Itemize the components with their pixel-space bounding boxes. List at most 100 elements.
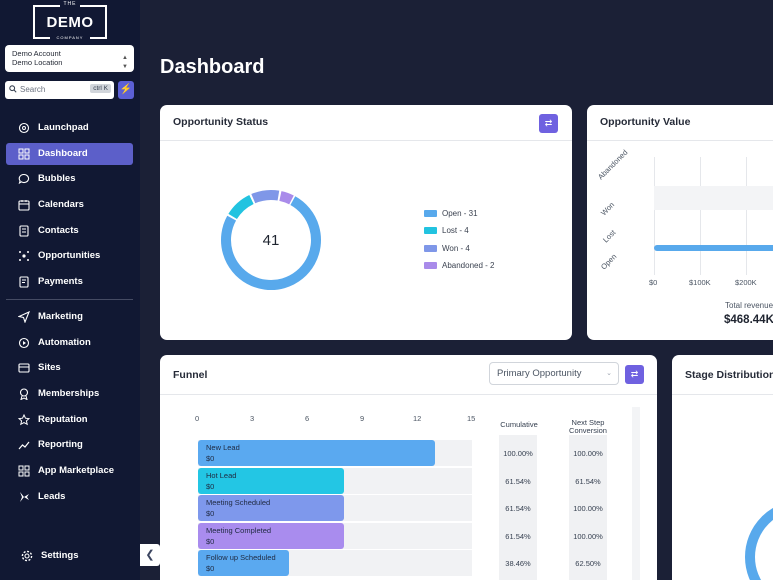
calendar-icon — [18, 200, 30, 211]
funnel-bar[interactable]: Follow up Scheduled $0 — [198, 550, 290, 576]
account-name: Demo Account — [12, 49, 61, 58]
funnel-bar[interactable]: Meeting Completed $0 — [198, 522, 345, 549]
pipeline-select[interactable]: Primary Opportunity ⌄ — [489, 362, 619, 385]
legend-swatch — [424, 245, 437, 253]
search-shortcut: ctrl K — [90, 84, 111, 93]
nav-opportunities[interactable]: Opportunities — [6, 245, 133, 267]
nav-reputation[interactable]: Reputation — [6, 409, 133, 431]
search-placeholder: Search — [20, 85, 46, 94]
x-tick-label: 15 — [467, 414, 476, 423]
donut-segment-0 — [221, 190, 321, 290]
updown-chevron-icon: ▲ ▼ — [122, 55, 128, 70]
nav-calendars[interactable]: Calendars — [6, 194, 133, 216]
payments-icon — [19, 276, 29, 288]
x-tick-label: 12 — [413, 414, 422, 423]
opportunity-value-card: Opportunity Value Abandoned Won Lost Ope… — [587, 105, 773, 340]
nav-memberships[interactable]: Memberships — [6, 383, 133, 405]
gear-icon — [21, 550, 33, 562]
card-title: Opportunity Value — [587, 105, 773, 141]
nav-app-marketplace[interactable]: App Marketplace — [6, 460, 133, 482]
funnel-bar[interactable]: Hot Lead $0 — [198, 467, 345, 494]
nav-label: Reporting — [38, 439, 83, 450]
stage-name: Follow up Scheduled — [206, 553, 276, 562]
card-title: Opportunity Status — [160, 105, 572, 141]
nav-sites[interactable]: Sites — [6, 357, 133, 379]
cumulative-cell: 38.46% — [505, 559, 531, 568]
distribution-ring — [745, 507, 773, 580]
stage-value: $0 — [206, 509, 215, 518]
nav-leads[interactable]: Leads — [6, 486, 133, 508]
funnel-scrollbar[interactable] — [632, 407, 640, 580]
account-switcher[interactable]: Demo Account Demo Location ▲ ▼ — [5, 45, 134, 72]
reporting-icon — [18, 441, 30, 450]
legend-item-abandoned: Abandoned - 2 — [424, 261, 495, 270]
quick-action-button[interactable]: ⚡ — [118, 81, 134, 99]
next-step-cell: 62.50% — [575, 559, 601, 568]
logo-top-text: THE — [60, 1, 80, 7]
gridline — [746, 157, 747, 275]
x-tick-label: 0 — [195, 414, 200, 423]
y-tick-label: Open — [599, 252, 619, 272]
nav-bubbles[interactable]: Bubbles — [6, 168, 133, 190]
total-revenue-label: Total revenue — [725, 301, 773, 310]
search-input[interactable]: Search ctrl K — [5, 81, 114, 99]
chevron-down-icon: ⌄ — [606, 370, 612, 377]
nav-reporting[interactable]: Reporting — [6, 434, 133, 456]
legend-label: Won - 4 — [442, 244, 470, 253]
funnel-bar[interactable]: Meeting Scheduled $0 — [198, 495, 345, 521]
stage-distribution-donut — [745, 507, 773, 580]
donut-total: 41 — [263, 232, 280, 249]
y-tick-label: Abandoned — [596, 147, 630, 182]
nav-settings[interactable]: Settings — [6, 545, 133, 567]
legend-item-lost: Lost - 4 — [424, 226, 469, 235]
chevron-left-icon: ❮ — [145, 549, 155, 561]
nav-contacts[interactable]: Contacts — [6, 220, 133, 242]
next-step-column — [569, 435, 607, 580]
contacts-icon — [19, 225, 29, 237]
funnel-bar[interactable]: New Lead $0 — [198, 440, 436, 466]
nav-payments[interactable]: Payments — [6, 271, 133, 293]
card-title: Funnel — [160, 355, 657, 395]
stage-value: $0 — [206, 481, 215, 491]
legend-label: Abandoned - 2 — [442, 261, 495, 270]
next-step-cell: 61.54% — [575, 476, 601, 486]
opportunities-icon — [19, 251, 29, 261]
search-icon — [9, 85, 17, 93]
page-title: Dashboard — [160, 56, 265, 78]
x-tick-label: $200K — [735, 278, 757, 287]
swap-icon: ⇄ — [630, 369, 639, 379]
nav-dashboard[interactable]: Dashboard — [6, 143, 133, 165]
collapse-sidebar-button[interactable]: ❮ — [140, 544, 160, 566]
gridline — [654, 157, 655, 275]
nav-marketing[interactable]: Marketing — [6, 306, 133, 328]
next-step-cell: 100.00% — [573, 531, 603, 541]
nav-label: Settings — [41, 550, 79, 561]
stage-name: New Lead — [206, 443, 240, 452]
stage-name: Meeting Scheduled — [206, 498, 271, 507]
sidebar: THE DEMO COMPANY Demo Account Demo Locat… — [0, 0, 140, 580]
card-title: Stage Distribution — [672, 355, 773, 395]
x-tick-label: $100K — [689, 278, 711, 287]
funnel-card: Funnel Primary Opportunity ⌄ ⇄ 0 3 6 9 1… — [160, 355, 657, 580]
nav-label: Reputation — [38, 414, 88, 425]
nav-automation[interactable]: Automation — [6, 332, 133, 354]
lightning-icon: ⚡ — [119, 84, 133, 95]
leads-icon — [20, 492, 29, 502]
nav-label: Opportunities — [38, 250, 101, 261]
nav-label: Payments — [38, 276, 83, 287]
stage-value: $0 — [206, 454, 215, 463]
sites-icon — [18, 363, 30, 373]
cumulative-cell: 61.54% — [505, 504, 531, 513]
next-step-cell: 100.00% — [573, 449, 603, 458]
total-revenue-value: $468.44K — [724, 314, 773, 326]
chat-icon — [18, 173, 30, 185]
company-logo: THE DEMO COMPANY — [33, 1, 107, 40]
swap-filter-button[interactable]: ⇄ — [539, 114, 558, 133]
nav-launchpad[interactable]: Launchpad — [6, 117, 133, 139]
stage-name: Meeting Completed — [206, 525, 272, 535]
nav-label: Dashboard — [38, 148, 88, 159]
nav-label: Contacts — [38, 225, 79, 236]
swap-icon: ⇄ — [544, 118, 553, 128]
swap-filter-button[interactable]: ⇄ — [625, 365, 644, 384]
y-tick-label: Lost — [601, 227, 618, 245]
